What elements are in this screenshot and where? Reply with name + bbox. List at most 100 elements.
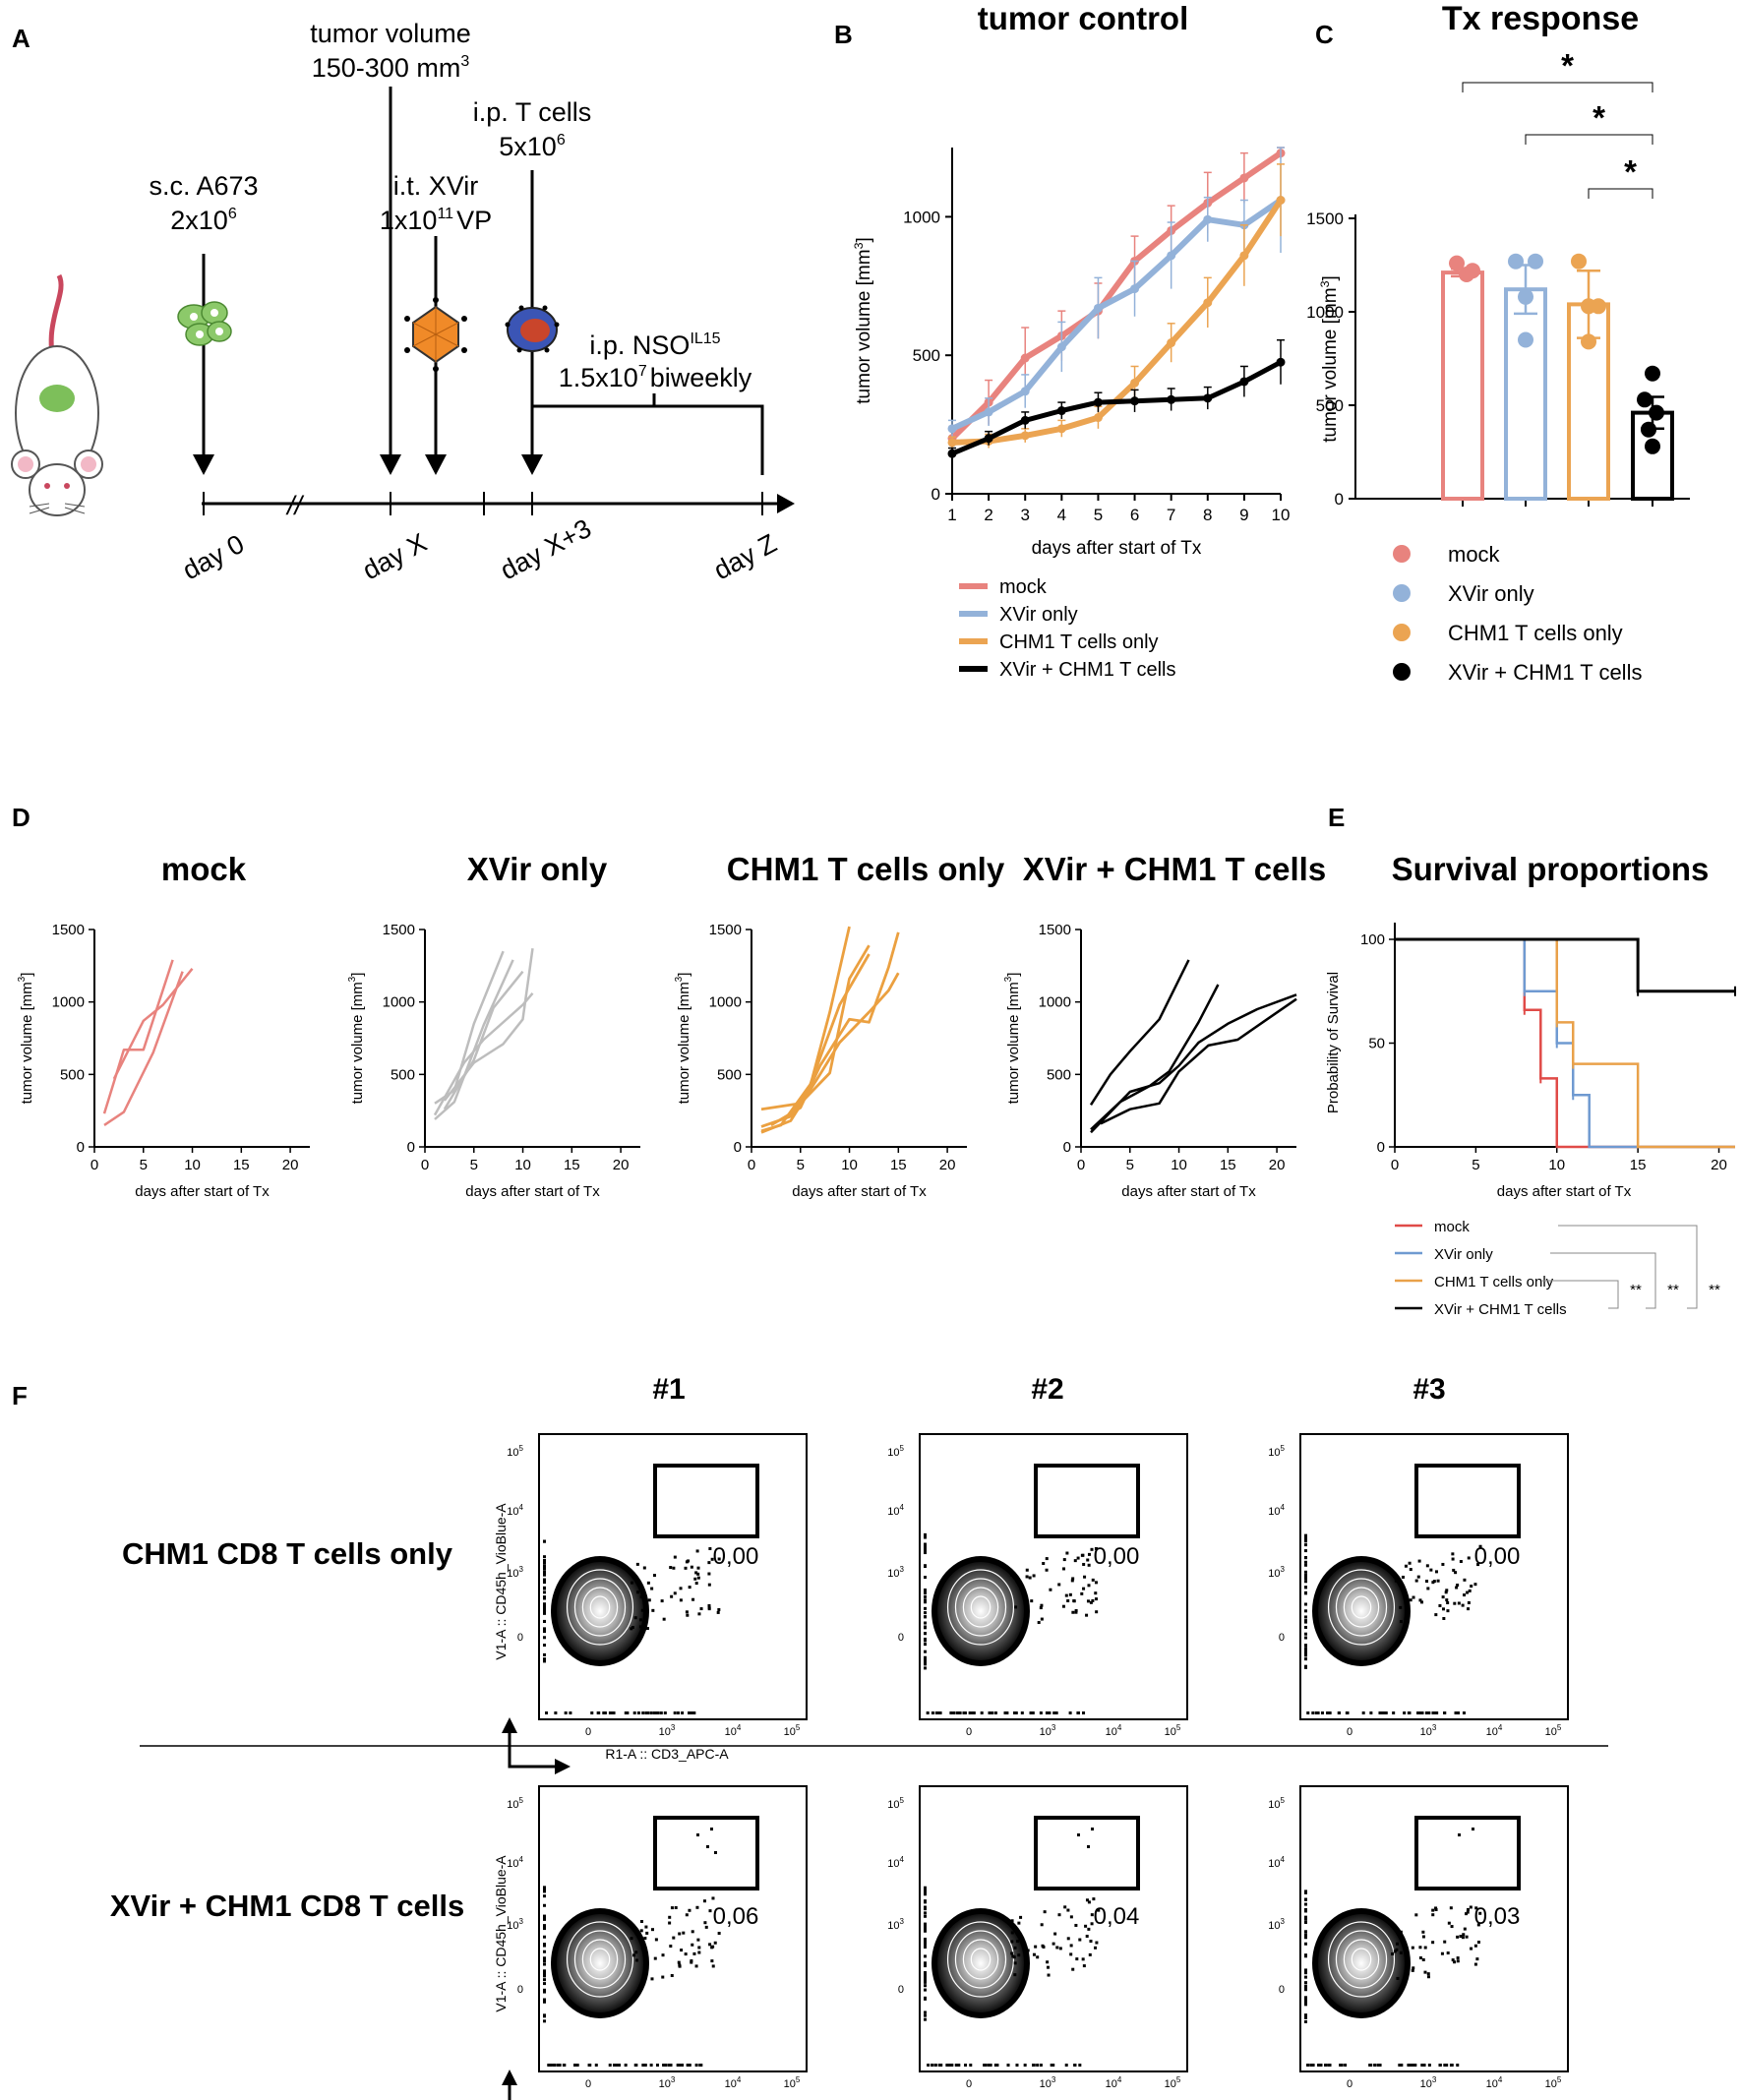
flow-event: [678, 1932, 682, 1936]
flow-rug-mark: [1304, 1538, 1307, 1542]
flow-rug-mark: [1304, 1917, 1307, 1921]
flow-event: [1441, 1595, 1445, 1599]
flow-xtick-label: 105: [1165, 2075, 1181, 2090]
flow-rug-mark: [924, 2013, 927, 2017]
flow-event: [1391, 1952, 1395, 1956]
flow-event: [1453, 1960, 1457, 1964]
flow-event: [699, 1607, 703, 1611]
flow-rug-mark: [924, 1886, 927, 1890]
flow-rug-mark: [543, 1652, 546, 1656]
flow-rug-mark: [938, 2064, 942, 2067]
flow-rug-mark: [543, 1619, 546, 1623]
flow-event: [660, 1599, 664, 1603]
flow-rug-mark: [543, 1935, 546, 1939]
flow-event: [1090, 1922, 1094, 1926]
flow-rug-mark: [543, 1603, 546, 1607]
flow-event: [640, 1947, 644, 1950]
flow-event: [1425, 1580, 1429, 1584]
chart-b-ylabel: tumor volume [mm3]: [852, 237, 874, 403]
flow-event: [1073, 1559, 1077, 1563]
flow-event: [643, 1936, 647, 1940]
flow-rug-mark: [543, 1636, 546, 1640]
flow-rug-mark: [673, 1711, 677, 1714]
flow-rug-mark: [1378, 1711, 1382, 1714]
chart-c-point: [1528, 253, 1543, 270]
flow-rug-mark: [543, 1578, 546, 1582]
event-volume-line2: 150-300 mm3: [312, 53, 470, 83]
flow-rug-mark: [564, 1711, 568, 1714]
flow-rug-mark: [1014, 1711, 1018, 1714]
flow-event: [650, 1587, 654, 1590]
flow-event: [1399, 1930, 1403, 1934]
flow-event: [1454, 1571, 1458, 1575]
flow-event: [1476, 1923, 1480, 1927]
flow-event: [1010, 1931, 1014, 1935]
flow-rug-mark: [924, 2017, 927, 2021]
flow-rug-mark: [924, 1964, 927, 1968]
flow-event: [1414, 1913, 1418, 1917]
flow-rug-mark: [652, 1711, 656, 1714]
flow-event: [661, 1953, 665, 1957]
flow-ytick-label: 0: [517, 1984, 523, 1996]
flow-rug-mark: [1304, 1580, 1307, 1584]
panel-label-e: E: [1328, 803, 1345, 832]
flow-rug-mark: [962, 1711, 966, 1714]
flow-event: [1445, 1598, 1449, 1602]
chart-c-point: [1645, 365, 1660, 382]
flow-rug-mark: [543, 1988, 546, 1992]
flow-event: [707, 1561, 711, 1565]
flow-event: [1066, 1599, 1070, 1603]
flow-event: [1087, 1584, 1091, 1588]
flow-event: [651, 1928, 655, 1932]
flow-rug-mark: [1454, 1711, 1458, 1714]
flow-event: [661, 1975, 665, 1979]
chart-b-line-xvir_only: [950, 198, 1283, 432]
flow-rug-mark: [1304, 1954, 1307, 1958]
flow-rug-mark: [543, 1573, 546, 1577]
flow-event: [691, 1930, 694, 1934]
chart-c-point: [1637, 391, 1653, 408]
flow-event: [1465, 1912, 1469, 1916]
flow-event: [1088, 1952, 1092, 1956]
flow-event: [1423, 1946, 1427, 1950]
chart-d-title: mock: [161, 851, 247, 887]
flow-rug-mark: [1304, 1890, 1307, 1893]
event-sc-line1: s.c. A673: [149, 171, 258, 201]
flow-gate-percent: 0,00: [713, 1543, 759, 1570]
flow-event: [685, 1610, 689, 1614]
flow-axis-arrow: [508, 2081, 511, 2100]
flow-rug-mark: [938, 1711, 942, 1714]
flow-rug-mark: [1420, 1711, 1424, 1714]
flow-event: [1412, 1595, 1415, 1599]
flow-xtick-label: 105: [1545, 1723, 1562, 1738]
flow-rug-mark: [995, 2064, 999, 2067]
flow-event: [646, 1581, 650, 1585]
flow-rug-mark: [1304, 1590, 1307, 1594]
flow-gate-percent: 0,00: [1474, 1543, 1521, 1570]
flow-contour-ring: [962, 1939, 999, 1980]
flow-event: [1069, 1944, 1073, 1948]
flow-rug-mark: [543, 1998, 546, 2002]
flow-rug-mark: [934, 1711, 938, 1714]
flow-event: [634, 1950, 638, 1954]
flow-event: [1085, 1613, 1089, 1617]
chart-c-sig-star: *: [1561, 47, 1574, 84]
chart-b-ytick-label: 500: [913, 346, 940, 365]
flow-event: [1411, 1968, 1414, 1972]
chart-e-sig-bracket: [1558, 1225, 1698, 1309]
flow-ytick-label: 105: [887, 1796, 904, 1811]
flow-rug-mark: [924, 1942, 927, 1946]
chart-b-point: [947, 449, 957, 458]
flow-event: [680, 1949, 684, 1952]
flow-rug-mark: [1373, 2064, 1377, 2067]
flow-rug-mark: [952, 1711, 956, 1714]
flow-ytick-label: 105: [1268, 1444, 1285, 1459]
flow-rug-mark: [1076, 1711, 1080, 1714]
chart-b-point: [1093, 413, 1103, 423]
chart-d-growth-line: [112, 968, 194, 1080]
flow-event: [1030, 1599, 1034, 1603]
day-label-x3: day X+3: [496, 513, 596, 585]
flow-rug-mark: [1304, 1573, 1307, 1577]
flow-rug-mark: [543, 1982, 546, 1986]
chart-d-growth-line: [443, 948, 534, 1102]
